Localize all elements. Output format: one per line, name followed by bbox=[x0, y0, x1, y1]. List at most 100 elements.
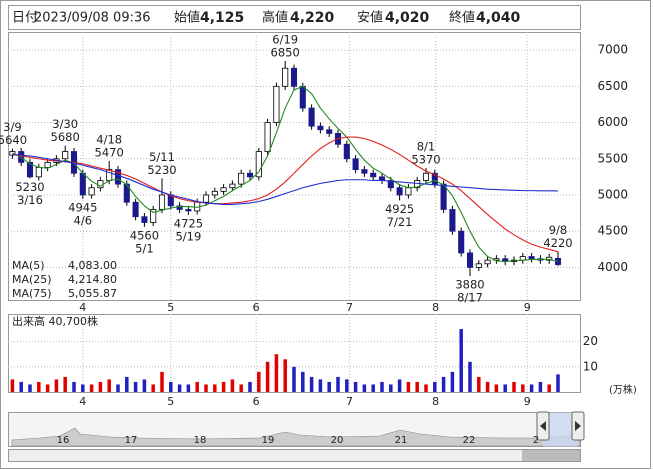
legend-name: MA(75) bbox=[12, 287, 52, 300]
candle-body bbox=[299, 85, 306, 109]
candle-body bbox=[264, 122, 271, 152]
volume-bar bbox=[336, 376, 340, 392]
header-value: 4,040 bbox=[476, 10, 521, 26]
volume-bar bbox=[556, 374, 560, 392]
volume-bar bbox=[265, 361, 270, 392]
volume-bar bbox=[353, 381, 358, 392]
y-tick-label: 4500 bbox=[597, 224, 628, 238]
volume-bar bbox=[415, 381, 419, 392]
annotation-date: 6/19 bbox=[272, 32, 298, 46]
x-tick-label: 4 bbox=[79, 301, 86, 314]
candle-body bbox=[370, 172, 377, 178]
candle-body bbox=[238, 172, 245, 185]
volume-bar bbox=[54, 379, 59, 392]
annotation-date: 3/30 bbox=[52, 117, 78, 131]
volume-bar bbox=[133, 381, 138, 392]
volume-bar bbox=[512, 381, 516, 392]
candle-body bbox=[26, 161, 34, 178]
legend-value: 4,214.80 bbox=[68, 273, 117, 286]
volume-bar bbox=[406, 381, 411, 392]
scrollbar-thumb[interactable] bbox=[522, 450, 580, 461]
y-tick-label: 5500 bbox=[597, 151, 628, 165]
navigator-label: 16 bbox=[57, 435, 70, 446]
candle-body bbox=[246, 172, 254, 178]
volume-bar bbox=[529, 384, 534, 392]
candle-body bbox=[132, 201, 139, 218]
volume-bar bbox=[538, 381, 543, 392]
candle-body bbox=[484, 259, 491, 265]
annotation-date: 5/1 bbox=[135, 241, 154, 255]
navigator-label: 2 bbox=[533, 435, 539, 446]
candle-body bbox=[475, 263, 482, 268]
legend-value: 4,083.00 bbox=[68, 259, 117, 272]
candle-body bbox=[62, 151, 69, 160]
volume-bar bbox=[389, 384, 393, 392]
volume-bar bbox=[459, 329, 463, 392]
annotation-price: 4560 bbox=[130, 228, 159, 242]
candle-body bbox=[290, 67, 298, 87]
volume-bar bbox=[309, 376, 314, 392]
header-label: 安値 bbox=[357, 10, 383, 26]
navigator-label: 17 bbox=[125, 435, 138, 446]
candle-body bbox=[202, 194, 210, 203]
candle-body bbox=[343, 143, 350, 160]
candle-body bbox=[396, 187, 403, 196]
annotation-price: 5680 bbox=[51, 130, 80, 144]
annotation-date: 9/8 bbox=[549, 223, 568, 237]
volume-bar bbox=[494, 384, 499, 392]
volume-bar bbox=[433, 381, 437, 392]
header-value: 2023/09/08 09:36 bbox=[34, 11, 151, 26]
volume-unit: (万株) bbox=[609, 383, 637, 396]
candle-body bbox=[229, 183, 236, 189]
volume-bar bbox=[98, 381, 103, 392]
candle-body bbox=[273, 85, 280, 123]
annotation-date: 7/21 bbox=[387, 215, 413, 229]
ma-line bbox=[12, 153, 559, 205]
header-label: 日付 bbox=[12, 11, 38, 26]
annotation-date: 3/16 bbox=[17, 193, 43, 207]
legend-name: MA(25) bbox=[12, 273, 52, 286]
volume-bar bbox=[441, 376, 446, 392]
volume-bar bbox=[477, 376, 481, 392]
navigator-label: 22 bbox=[463, 435, 476, 446]
candle-body bbox=[35, 167, 42, 178]
volume-bar bbox=[186, 384, 191, 392]
candle-body bbox=[546, 256, 553, 261]
x-tick-label: 7 bbox=[346, 395, 353, 408]
volume-bar bbox=[380, 381, 384, 392]
annotation-price: 3880 bbox=[455, 278, 484, 292]
x-tick-label: 8 bbox=[432, 395, 439, 408]
candle-body bbox=[114, 169, 122, 185]
volume-bar bbox=[503, 384, 507, 392]
volume-bar bbox=[142, 379, 147, 392]
ma-line bbox=[12, 85, 559, 263]
scrollbar[interactable] bbox=[8, 449, 581, 462]
candle-body bbox=[44, 161, 51, 168]
y-tick-label: 6500 bbox=[597, 79, 628, 93]
volume-bar bbox=[81, 384, 85, 392]
volume-bar bbox=[221, 381, 226, 392]
annotation-date: 5/11 bbox=[149, 150, 175, 164]
volume-bar bbox=[195, 381, 199, 392]
volume-bar bbox=[169, 381, 173, 392]
volume-bar bbox=[10, 379, 15, 392]
volume-bar bbox=[177, 384, 182, 392]
annotation-price: 4725 bbox=[174, 216, 203, 230]
candle-body bbox=[458, 230, 465, 254]
volume-bar bbox=[371, 384, 375, 392]
x-tick-label: 9 bbox=[524, 395, 531, 408]
volume-bar bbox=[301, 371, 305, 392]
legend-value: 5,055.87 bbox=[68, 287, 117, 300]
candle-body bbox=[466, 252, 474, 268]
volume-bar bbox=[213, 384, 217, 392]
volume-bar bbox=[283, 359, 287, 392]
header-box bbox=[8, 5, 581, 30]
volume-bar bbox=[72, 381, 76, 392]
candle-body bbox=[387, 180, 394, 189]
volume-bar bbox=[204, 384, 208, 392]
annotation-date: 8/1 bbox=[417, 140, 436, 154]
legend-name: MA(5) bbox=[12, 259, 45, 272]
volume-title: 出来高 40,700株 bbox=[12, 314, 98, 328]
candle-body bbox=[308, 107, 315, 127]
